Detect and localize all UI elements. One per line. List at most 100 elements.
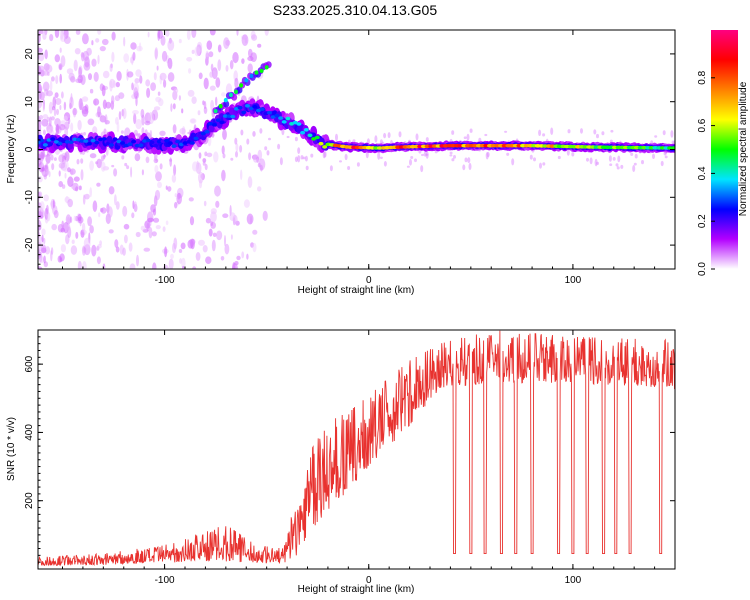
- upper-branch-core: [228, 92, 233, 98]
- noise-blob: [172, 124, 177, 134]
- noise-blob: [266, 150, 270, 156]
- noise-blob: [137, 132, 141, 138]
- noise-blob: [379, 156, 383, 159]
- noise-blob: [46, 204, 49, 215]
- noise-blob: [157, 30, 161, 41]
- noise-blob: [153, 106, 161, 111]
- noise-blob: [277, 143, 281, 150]
- ridge-core: [68, 140, 74, 144]
- noise-blob: [250, 215, 252, 225]
- noise-blob: [77, 119, 82, 131]
- noise-blob: [462, 164, 466, 171]
- colorbar-axes: 0.0 0.2 0.4 0.6 0.8: [697, 70, 715, 276]
- noise-blob: [89, 187, 92, 198]
- noise-blob: [230, 157, 234, 161]
- ridge-core: [182, 141, 188, 145]
- noise-blob: [69, 168, 76, 175]
- noise-blob: [96, 158, 103, 169]
- noise-blob: [383, 132, 387, 139]
- noise-blob: [59, 257, 63, 263]
- noise-blob: [169, 157, 172, 167]
- noise-blob: [187, 89, 195, 97]
- noise-blob: [148, 227, 153, 239]
- ridge-core: [112, 137, 118, 141]
- noise-blob: [72, 107, 78, 116]
- noise-blob: [533, 157, 536, 162]
- noise-blob: [38, 191, 41, 200]
- noise-blob: [131, 82, 134, 91]
- noise-blob: [182, 265, 185, 269]
- noise-blob: [81, 96, 89, 102]
- y-tick-label: 10: [24, 96, 35, 108]
- noise-blob: [139, 75, 143, 84]
- noise-blob: [529, 154, 533, 160]
- noise-blob: [241, 251, 245, 259]
- noise-blob: [62, 159, 69, 172]
- ridge-core: [303, 128, 309, 132]
- noise-blob: [202, 245, 208, 253]
- noise-blob: [257, 162, 261, 168]
- ridge-core: [230, 114, 236, 119]
- snr-line: [38, 330, 675, 567]
- noise-blob: [43, 194, 49, 202]
- noise-blob: [339, 160, 342, 163]
- noise-blob: [82, 50, 90, 61]
- noise-blob: [71, 239, 75, 244]
- noise-blob: [59, 73, 62, 84]
- noise-blob: [224, 235, 226, 247]
- ridge-core: [281, 120, 287, 124]
- noise-blob: [114, 194, 117, 206]
- noise-blob: [73, 59, 78, 72]
- noise-blob: [155, 171, 162, 182]
- noise-blob: [99, 83, 104, 91]
- noise-blob: [68, 72, 75, 81]
- noise-blob: [374, 135, 378, 143]
- y-tick-label: 400: [24, 424, 35, 441]
- noise-blob: [511, 158, 515, 166]
- ridge-core: [120, 141, 125, 145]
- noise-blob: [154, 189, 161, 201]
- noise-blob: [104, 114, 108, 125]
- noise-blob: [225, 65, 229, 72]
- noise-blob: [664, 155, 668, 159]
- noise-blob: [67, 167, 71, 173]
- noise-blob: [211, 70, 217, 79]
- noise-blob: [356, 162, 360, 167]
- noise-blob: [48, 116, 52, 127]
- noise-blob: [620, 164, 624, 169]
- noise-blob: [49, 34, 54, 42]
- noise-blob: [111, 164, 115, 168]
- noise-blob: [180, 242, 186, 250]
- ridge-core: [267, 110, 272, 115]
- noise-blob: [352, 139, 356, 143]
- noise-blob: [52, 96, 57, 108]
- upper-branch-core: [213, 108, 218, 114]
- noise-blob: [79, 98, 83, 109]
- noise-blob: [87, 118, 95, 126]
- noise-blob: [80, 169, 84, 181]
- noise-blob: [421, 153, 424, 157]
- noise-blob: [589, 157, 593, 165]
- noise-blob: [167, 39, 175, 51]
- ridge-core: [153, 143, 159, 148]
- noise-blob: [42, 31, 47, 40]
- noise-blob: [671, 140, 675, 145]
- noise-blob: [165, 30, 170, 37]
- noise-blob: [124, 234, 128, 244]
- ridge-core: [134, 143, 140, 148]
- noise-blob: [210, 99, 215, 112]
- noise-blob: [94, 99, 97, 106]
- noise-blob: [596, 133, 599, 139]
- noise-blob: [89, 153, 97, 159]
- noise-blob: [189, 238, 196, 245]
- noise-blob: [67, 117, 71, 125]
- noise-blob: [126, 165, 130, 170]
- noise-blob: [50, 116, 55, 121]
- noise-blob: [146, 222, 150, 232]
- noise-blob: [256, 156, 260, 163]
- noise-blob: [173, 237, 178, 250]
- noise-blob: [217, 59, 222, 72]
- noise-blob: [134, 78, 140, 84]
- noise-blob: [55, 98, 62, 105]
- noise-blob: [262, 210, 268, 221]
